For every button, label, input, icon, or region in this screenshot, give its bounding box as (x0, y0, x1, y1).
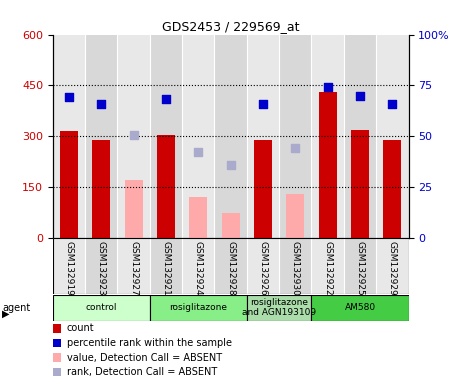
Text: GSM132922: GSM132922 (323, 241, 332, 296)
Bar (319, 92, 336, 238)
Bar (376, 35, 409, 238)
Bar (53, 35, 85, 238)
Point (65, 94, 73, 100)
Text: ▶: ▶ (2, 309, 10, 319)
Bar (247, 35, 279, 238)
Text: GSM132925: GSM132925 (356, 241, 364, 296)
Bar (254, 140, 272, 238)
Bar (182, 35, 214, 238)
Point (324, 84, 331, 90)
Text: count: count (67, 323, 94, 333)
Text: AM580: AM580 (344, 303, 375, 312)
Bar (150, 295, 247, 321)
Bar (92, 140, 110, 238)
Bar (247, 295, 312, 321)
Text: rosiglitazone
and AGN193109: rosiglitazone and AGN193109 (242, 298, 316, 317)
Bar (376, 238, 409, 294)
Bar (344, 238, 376, 294)
Bar (383, 140, 401, 238)
Text: GSM132929: GSM132929 (388, 241, 397, 296)
Bar (222, 213, 240, 238)
Text: GSM132921: GSM132921 (162, 241, 170, 296)
Text: GSM132919: GSM132919 (64, 241, 73, 296)
Point (227, 162, 235, 168)
Bar (85, 35, 118, 238)
Bar (279, 35, 312, 238)
Bar (85, 238, 118, 294)
Point (162, 96, 170, 102)
Bar (125, 180, 143, 238)
Text: GSM132927: GSM132927 (129, 241, 138, 296)
Point (195, 149, 202, 155)
Bar (312, 238, 344, 294)
Text: agent: agent (2, 303, 31, 313)
Bar (53, 295, 150, 321)
Bar (118, 238, 150, 294)
Bar (150, 238, 182, 294)
Bar (150, 35, 182, 238)
Text: GSM132924: GSM132924 (194, 241, 203, 296)
Text: rosiglitazone: rosiglitazone (169, 303, 227, 312)
Bar (190, 197, 207, 238)
Bar (53, 238, 85, 294)
Text: percentile rank within the sample: percentile rank within the sample (67, 338, 231, 348)
Text: rank, Detection Call = ABSENT: rank, Detection Call = ABSENT (67, 367, 217, 377)
Bar (157, 135, 175, 238)
Point (98, 101, 105, 107)
Title: GDS2453 / 229569_at: GDS2453 / 229569_at (162, 20, 299, 33)
Text: GSM132928: GSM132928 (226, 241, 235, 296)
Bar (214, 238, 247, 294)
Bar (60, 131, 78, 238)
Bar (312, 295, 409, 321)
Bar (351, 129, 369, 238)
Text: GSM132930: GSM132930 (291, 241, 300, 296)
Bar (214, 35, 247, 238)
Bar (118, 35, 150, 238)
Point (291, 145, 299, 151)
Bar (182, 238, 214, 294)
Text: value, Detection Call = ABSENT: value, Detection Call = ABSENT (67, 353, 222, 362)
Text: GSM132923: GSM132923 (97, 241, 106, 296)
Bar (312, 35, 344, 238)
Bar (344, 35, 376, 238)
Point (259, 101, 267, 107)
Bar (286, 194, 304, 238)
Text: GSM132926: GSM132926 (258, 241, 268, 296)
Point (356, 93, 364, 99)
Bar (279, 238, 312, 294)
Point (130, 132, 137, 138)
Text: control: control (85, 303, 117, 312)
Point (389, 101, 396, 107)
Bar (247, 238, 279, 294)
